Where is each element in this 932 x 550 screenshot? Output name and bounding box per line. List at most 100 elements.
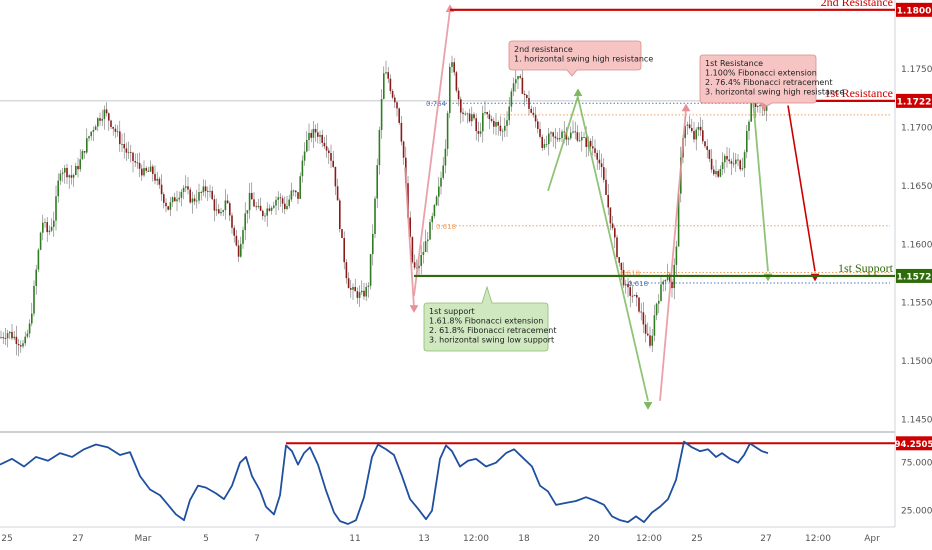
candle-body: [180, 191, 183, 198]
candle-body: [288, 199, 290, 206]
candle-body: [141, 168, 143, 176]
callout-support-1-text: 1st support: [429, 307, 475, 316]
candle-body: [75, 165, 77, 175]
candle-body: [457, 90, 460, 100]
candle-body: [451, 62, 453, 67]
candle-body: [235, 235, 238, 246]
candle-body: [347, 278, 350, 289]
candle-body: [517, 76, 519, 80]
candle-body: [728, 159, 730, 162]
candle-body: [193, 198, 196, 202]
candle-body: [20, 345, 22, 347]
candle-body: [748, 121, 750, 131]
candle-body: [156, 178, 158, 181]
candle-body: [77, 165, 79, 170]
candle-body: [358, 292, 361, 298]
candle-body: [88, 136, 90, 139]
candle-body: [669, 274, 671, 282]
candle-body: [495, 122, 497, 127]
candle-body: [552, 132, 554, 137]
candle-body: [515, 79, 517, 84]
candle-body: [112, 126, 114, 129]
candle-body: [257, 205, 260, 208]
candle-body: [468, 113, 471, 122]
candle-body: [277, 197, 279, 200]
x-tick-label: 18: [518, 534, 530, 544]
candle-body: [543, 144, 546, 148]
candle-body: [299, 176, 301, 199]
candle-body: [394, 97, 396, 103]
callout-support-1-bubble: [423, 285, 549, 352]
candle-body: [730, 161, 733, 164]
candle-body: [724, 155, 726, 163]
candle-body: [741, 168, 744, 170]
candle-body: [28, 323, 31, 334]
candle-body: [534, 114, 537, 122]
candle-body: [620, 262, 623, 270]
candle-body: [2, 337, 4, 339]
candle-body: [746, 130, 748, 153]
candle-body: [427, 239, 429, 242]
level-price-label: 1.1572: [897, 272, 932, 282]
candle-body: [145, 168, 147, 171]
candle-body: [387, 72, 389, 79]
candle-body: [523, 93, 526, 96]
candle-body: [378, 130, 381, 166]
candle-body: [567, 138, 570, 140]
candle-body: [119, 131, 121, 145]
candle-body: [262, 210, 264, 216]
candle-body: [556, 138, 559, 140]
candle-body: [191, 198, 194, 203]
swing-arrow-head: [681, 103, 691, 112]
candle-body: [666, 274, 669, 280]
candle-body: [765, 103, 768, 111]
candle-body: [413, 262, 416, 268]
rsi-level-tag: [896, 436, 932, 451]
candle-body: [292, 190, 295, 192]
candle-body: [0, 337, 2, 338]
fib-label: 0.618: [628, 280, 648, 288]
candle-body: [598, 159, 601, 164]
candle-body: [477, 131, 480, 134]
candle-body: [174, 197, 176, 202]
candle-body: [81, 151, 84, 160]
candle-body: [497, 122, 499, 126]
x-tick-label: 12:00: [805, 534, 831, 544]
candle-body: [72, 174, 75, 178]
candle-body: [154, 173, 156, 181]
candle-body: [576, 132, 579, 141]
candle-body: [290, 190, 293, 200]
candle-body: [521, 77, 524, 94]
candle-body: [589, 140, 592, 147]
candle-body: [631, 295, 634, 297]
candle-body: [189, 189, 191, 203]
swing-arrow-head: [573, 88, 583, 97]
candle-body: [222, 210, 224, 212]
candle-body: [308, 132, 310, 140]
candle-body: [713, 169, 715, 175]
candle-body: [130, 152, 132, 154]
candle-body: [350, 288, 352, 290]
candle-body: [541, 136, 543, 148]
candle-body: [530, 108, 532, 113]
candle-body: [103, 109, 106, 119]
candle-body: [578, 140, 581, 142]
candle-body: [354, 286, 356, 292]
candle-body: [325, 146, 328, 151]
candle-body: [625, 284, 627, 286]
candle-body: [97, 118, 99, 127]
projection-arrow-line: [787, 105, 816, 272]
candle-body: [213, 199, 216, 211]
y-tick-label: 1.1650: [901, 182, 932, 192]
candle-body: [732, 163, 735, 165]
candle-body: [323, 142, 326, 147]
candle-body: [246, 210, 249, 214]
candle-body: [664, 279, 667, 282]
candle-body: [574, 131, 576, 133]
candle-body: [559, 138, 561, 140]
candle-body: [684, 125, 686, 138]
candle-body: [759, 104, 761, 107]
candle-body: [132, 152, 134, 162]
candle-body: [644, 324, 647, 334]
